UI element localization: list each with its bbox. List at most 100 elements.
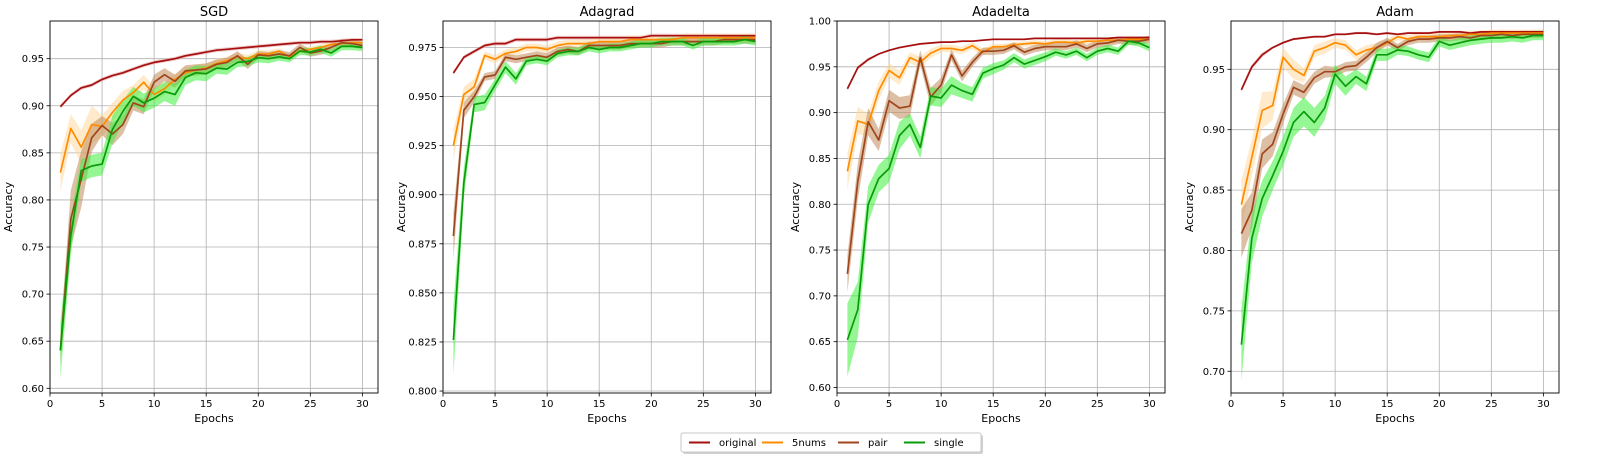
x-tick-label: 15: [593, 399, 606, 410]
band-single: [847, 37, 1150, 377]
x-tick-label: 30: [749, 399, 762, 410]
y-tick-label: 0.90: [1203, 125, 1225, 136]
x-tick-label: 10: [1329, 399, 1342, 410]
x-tick-label: 30: [1537, 399, 1550, 410]
y-tick-label: 0.80: [22, 195, 44, 206]
y-tick-label: 0.900: [408, 190, 437, 201]
y-tick-label: 0.800: [408, 387, 437, 398]
y-tick-label: 0.80: [1203, 246, 1225, 257]
x-tick-label: 20: [1039, 399, 1052, 410]
y-tick-label: 0.975: [408, 43, 437, 54]
x-tick-label: 20: [645, 399, 658, 410]
legend-label: original: [719, 438, 756, 449]
x-tick-label: 10: [935, 399, 948, 410]
y-tick-label: 0.90: [809, 108, 831, 119]
legend-label: single: [934, 438, 964, 449]
subplot-adam: 0 5 10 15 20 25 30 0.70 0.75 0.80 0.85 0.90 0.95 Adam…: [1183, 5, 1560, 425]
axes-frame: [49, 20, 379, 394]
band-5nums: [453, 33, 756, 162]
grid: [836, 20, 1165, 393]
y-tick-label: 0.90: [22, 101, 44, 112]
plot-area: [452, 33, 756, 376]
x-tick-label: 5: [492, 399, 498, 410]
series-line-single: [846, 40, 1150, 341]
subplot-title: SGD: [200, 5, 228, 20]
y-tick-label: 0.80: [809, 200, 831, 211]
y-tick-label: 0.75: [1203, 306, 1225, 317]
series-line-single: [1240, 34, 1544, 345]
band-single: [60, 42, 363, 379]
series-line-original: [846, 36, 1150, 90]
legend-item-original: original: [689, 438, 756, 449]
y-axis-label: Accuracy: [395, 181, 408, 232]
x-tick-label: 25: [1091, 399, 1104, 410]
subplot-title: Adadelta: [972, 5, 1030, 20]
axes-frame: [836, 20, 1166, 394]
x-tick-label: 10: [541, 399, 554, 410]
x-tick-label: 5: [886, 399, 892, 410]
x-tick-label: 25: [304, 399, 317, 410]
y-axis-label: Accuracy: [2, 181, 15, 232]
subplot-adagrad: 0 5 10 15 20 25 30 0.800 0.825 0.850 0.875 0.900 0.9…: [395, 5, 772, 425]
y-tick-label: 0.95: [22, 54, 44, 65]
x-axis-label: Epochs: [587, 412, 627, 425]
y-tick-label: 0.60: [809, 383, 831, 394]
y-tick-label: 0.65: [809, 337, 831, 348]
series-line-original: [59, 38, 363, 108]
y-tick-label: 0.65: [22, 337, 44, 348]
plot-area: [846, 35, 1150, 377]
y-tick-label: 0.85: [22, 148, 44, 159]
legend-item-single: single: [904, 438, 964, 449]
legend-label: 5nums: [792, 438, 826, 449]
y-tick-label: 0.70: [1203, 367, 1225, 378]
y-tick-label: 0.85: [1203, 186, 1225, 197]
subplot-title: Adam: [1376, 5, 1414, 20]
subplot-adadelta: 0 5 10 15 20 25 30 0.60 0.65 0.70 0.75 0.80 0.85 0.90…: [789, 5, 1166, 425]
series-line-pair: [846, 38, 1150, 274]
legend-item-pair: pair: [838, 438, 888, 449]
y-tick-label: 1.00: [809, 17, 831, 28]
plot-area: [1240, 29, 1544, 381]
subplots: 0 5 10 15 20 25 30 0.60 0.65 0.70 0.75 0.80 0.85 0.90…: [2, 5, 1560, 425]
series-line-single: [452, 38, 756, 341]
series-line-original: [452, 34, 756, 74]
y-tick-label: 0.70: [809, 291, 831, 302]
y-tick-label: 0.95: [809, 62, 831, 73]
x-axis-label: Epochs: [1375, 412, 1415, 425]
series-line-pair: [1240, 33, 1544, 234]
y-tick-label: 0.925: [408, 141, 437, 152]
series-line-original: [1240, 31, 1544, 91]
axes-frame: [1230, 20, 1560, 394]
series-line-pair: [452, 38, 756, 237]
y-tick-label: 0.950: [408, 92, 437, 103]
x-tick-label: 30: [1143, 399, 1156, 410]
x-tick-label: 0: [440, 399, 446, 410]
y-tick-label: 0.875: [408, 239, 437, 250]
x-axis-label: Epochs: [981, 412, 1021, 425]
x-tick-label: 25: [1485, 399, 1498, 410]
legend-box: [680, 432, 982, 453]
x-tick-label: 20: [252, 399, 265, 410]
x-axis-label: Epochs: [194, 412, 234, 425]
legend-item-5nums: 5nums: [762, 438, 826, 449]
x-tick-label: 15: [200, 399, 213, 410]
x-tick-label: 5: [1280, 399, 1286, 410]
y-tick-label: 0.75: [809, 246, 831, 257]
y-tick-label: 0.825: [408, 337, 437, 348]
x-tick-label: 30: [356, 399, 369, 410]
y-tick-label: 0.850: [408, 288, 437, 299]
x-tick-label: 15: [987, 399, 1000, 410]
y-tick-label: 0.85: [809, 154, 831, 165]
y-tick-label: 0.75: [22, 243, 44, 254]
x-tick-label: 0: [834, 399, 840, 410]
series-line-5nums: [452, 36, 756, 146]
plot-area: [59, 38, 363, 379]
y-axis-label: Accuracy: [1183, 181, 1196, 232]
band-single: [1241, 30, 1544, 381]
grid: [49, 21, 378, 393]
y-tick-label: 0.95: [1203, 65, 1225, 76]
series-line-pair: [59, 41, 363, 350]
axes-frame: [442, 20, 772, 394]
band-pair: [60, 38, 363, 364]
